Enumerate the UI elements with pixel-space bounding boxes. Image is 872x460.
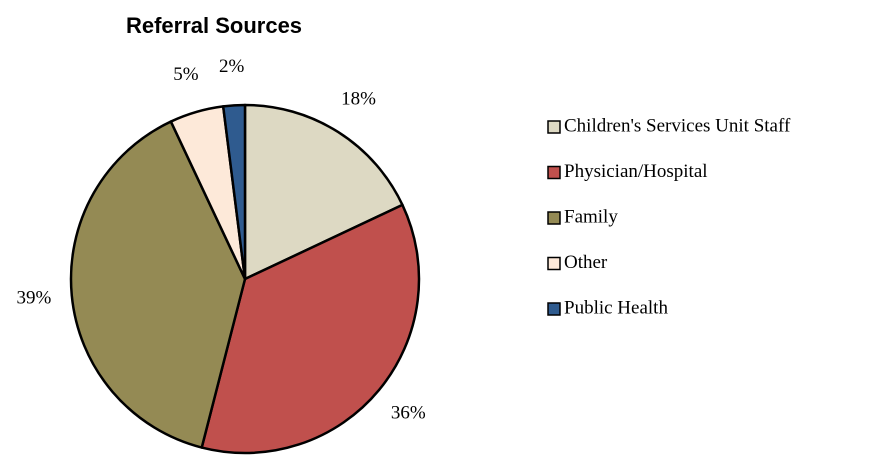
legend-label: Family [564, 206, 618, 227]
legend-swatch [547, 211, 561, 225]
pie-slice [221, 103, 247, 281]
legend-swatch [547, 256, 561, 271]
legend-label: Physician/Hospital [564, 161, 708, 182]
pie-slice [243, 103, 404, 281]
data-label: 2% [219, 56, 245, 77]
chart-title: Referral Sources [126, 13, 302, 38]
data-label: 18% [341, 88, 376, 109]
data-label: 36% [391, 402, 426, 423]
legend-label: Public Health [564, 297, 668, 318]
pie-slice [69, 120, 247, 449]
data-label: 39% [17, 287, 52, 308]
legend-swatch [547, 302, 561, 316]
legend-swatch [547, 165, 561, 180]
legend-label: Children's Services Unit Staff [564, 115, 791, 136]
pie-slice [200, 203, 421, 455]
data-label: 5% [173, 64, 199, 85]
legend-swatch [547, 120, 561, 134]
legend-label: Other [564, 252, 608, 273]
